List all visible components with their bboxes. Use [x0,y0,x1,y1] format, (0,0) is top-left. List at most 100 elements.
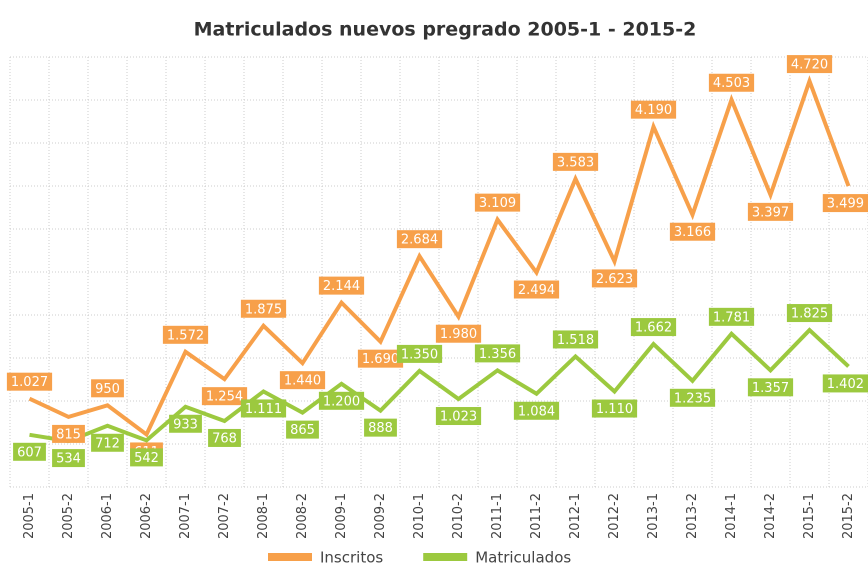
data-label: 1.825 [786,304,833,323]
data-label: 3.397 [747,202,794,221]
label-box [364,418,397,437]
label-text: 1.027 [11,375,48,390]
x-tick-label: 2012-2 [607,493,622,539]
label-box [513,280,560,299]
data-label: 1.357 [747,378,794,397]
label-box [169,414,202,433]
data-label: 1.980 [435,324,482,343]
label-box [52,449,85,468]
x-tick-label: 2008-1 [256,493,271,539]
x-tick-label: 2007-2 [217,493,232,539]
label-text: 607 [17,445,42,460]
x-tick-label: 2008-2 [295,493,310,539]
data-label: 1.440 [279,371,326,390]
data-label: 1.111 [240,399,287,418]
x-tick-label: 2006-2 [139,493,154,539]
data-label: 933 [169,414,202,433]
data-label: 1.356 [474,344,521,363]
data-label: 1.402 [822,374,868,393]
data-label: 3.166 [669,222,716,241]
label-box [201,387,248,406]
label-box [630,318,677,337]
x-tick-label: 2014-1 [724,493,739,539]
label-text: 768 [212,431,237,446]
label-text: 712 [95,436,120,451]
data-label: 4.503 [708,73,755,92]
label-text: 2.623 [596,272,633,287]
label-box [822,194,868,213]
data-label: 1.235 [669,388,716,407]
x-tick-label: 2010-1 [412,493,427,539]
data-label: 2.623 [591,269,638,288]
data-label: 1.023 [435,407,482,426]
label-text: 1.572 [167,328,204,343]
data-label: 1.027 [6,372,53,391]
x-tick-label: 2009-1 [334,493,349,539]
label-text: 1.980 [440,327,477,342]
label-text: 950 [95,382,120,397]
label-box [669,222,716,241]
data-label: 4.720 [786,55,833,74]
legend-swatch [423,553,468,561]
label-text: 815 [56,427,81,442]
data-label: 2.684 [396,230,443,249]
label-box [552,152,599,171]
label-box [786,304,833,323]
data-label: 712 [91,433,124,452]
x-tick-label: 2015-2 [841,493,856,539]
label-text: 1.357 [752,381,789,396]
data-label: 1.350 [396,344,443,363]
label-text: 3.397 [752,205,789,220]
data-label: 1.084 [513,401,560,420]
label-box [279,371,326,390]
data-label: 1.110 [591,399,638,418]
data-label: 1.572 [162,325,209,344]
label-text: 1.356 [479,347,516,362]
label-text: 933 [173,417,198,432]
label-text: 4.503 [713,76,750,91]
label-box [747,202,794,221]
label-text: 4.190 [635,103,672,118]
data-label: 607 [13,442,46,461]
label-box [435,324,482,343]
label-box [786,55,833,74]
label-box [162,325,209,344]
label-box [591,269,638,288]
data-label: 534 [52,449,85,468]
label-text: 1.350 [401,347,438,362]
data-label: 1.781 [708,307,755,326]
label-box [822,374,868,393]
data-label: 4.190 [630,100,677,119]
label-text: 2.684 [401,233,438,248]
data-label: 1.254 [201,387,248,406]
legend-label: Inscritos [320,549,383,567]
data-label: 2.494 [513,280,560,299]
label-text: 1.084 [518,404,555,419]
label-text: 1.023 [440,410,477,425]
x-tick-label: 2012-1 [568,493,583,539]
x-tick-label: 2005-1 [22,493,37,539]
label-box [474,193,521,212]
x-tick-label: 2007-1 [178,493,193,539]
data-label: 3.499 [822,194,868,213]
x-tick-label: 2011-2 [529,493,544,539]
data-label: 1.690 [357,349,404,368]
label-text: 2.494 [518,283,555,298]
label-text: 542 [134,451,159,466]
label-text: 1.875 [245,302,282,317]
label-box [91,433,124,452]
label-text: 1.690 [362,352,399,367]
label-text: 888 [368,421,393,436]
legend-swatch [268,553,312,561]
label-text: 1.111 [245,402,282,417]
label-box [513,401,560,420]
label-text: 1.825 [791,307,828,322]
data-label: 2.144 [318,276,365,295]
label-text: 1.440 [284,374,321,389]
label-text: 1.235 [674,391,711,406]
data-label: 1.200 [318,391,365,410]
legend-label: Matriculados [475,549,571,567]
data-label: 950 [91,379,124,398]
label-box [130,448,163,467]
